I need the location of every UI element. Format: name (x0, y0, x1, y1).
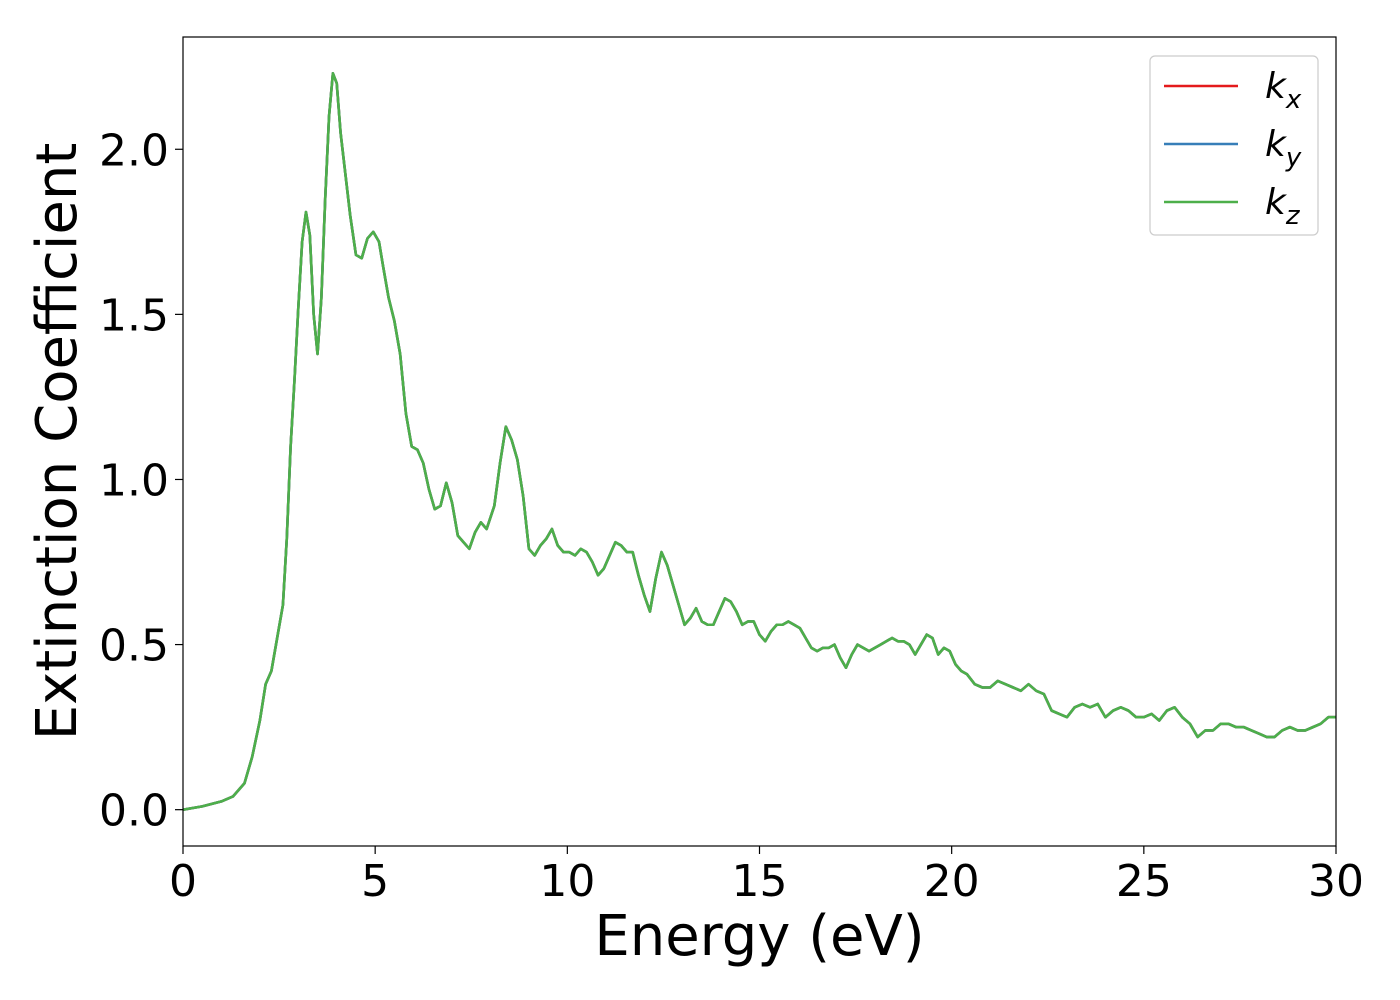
x-tick-label: 20 (924, 856, 980, 907)
legend-label-subscript: y (1285, 143, 1302, 173)
x-tick-label: 10 (539, 856, 595, 907)
x-tick-label: 25 (1116, 856, 1172, 907)
legend-label-subscript: z (1285, 201, 1301, 231)
x-tick-label: 30 (1308, 856, 1364, 907)
series-layer (183, 72, 1336, 811)
legend-label-subscript: x (1285, 85, 1302, 115)
legend-label-base: k (1265, 66, 1288, 107)
y-axis-title: Extinction Coefficient (25, 143, 90, 741)
legend-label-base: k (1265, 182, 1288, 223)
x-axis-title: Energy (eV) (594, 904, 924, 969)
legend-label-k-y: ky (1265, 124, 1302, 173)
legend-box (1149, 55, 1319, 236)
x-tick-label: 15 (732, 856, 788, 907)
y-tick-label: 2.0 (99, 125, 169, 176)
y-tick-label: 1.5 (99, 290, 169, 341)
y-tick-label: 0.5 (99, 621, 169, 672)
series-line-k-z (183, 72, 1336, 811)
legend-label-base: k (1265, 124, 1288, 165)
legend-label-k-x: kx (1265, 66, 1302, 115)
y-axis-ticks: 0.0 0.5 1.0 1.5 2.0 (99, 125, 183, 837)
x-axis-ticks: 0 5 10 15 20 25 30 (169, 846, 1364, 907)
y-tick-label: 0.0 (99, 786, 169, 837)
legend-label-k-z: kz (1265, 182, 1301, 231)
x-tick-label: 0 (169, 856, 197, 907)
y-tick-label: 1.0 (99, 455, 169, 506)
x-tick-label: 5 (361, 856, 389, 907)
